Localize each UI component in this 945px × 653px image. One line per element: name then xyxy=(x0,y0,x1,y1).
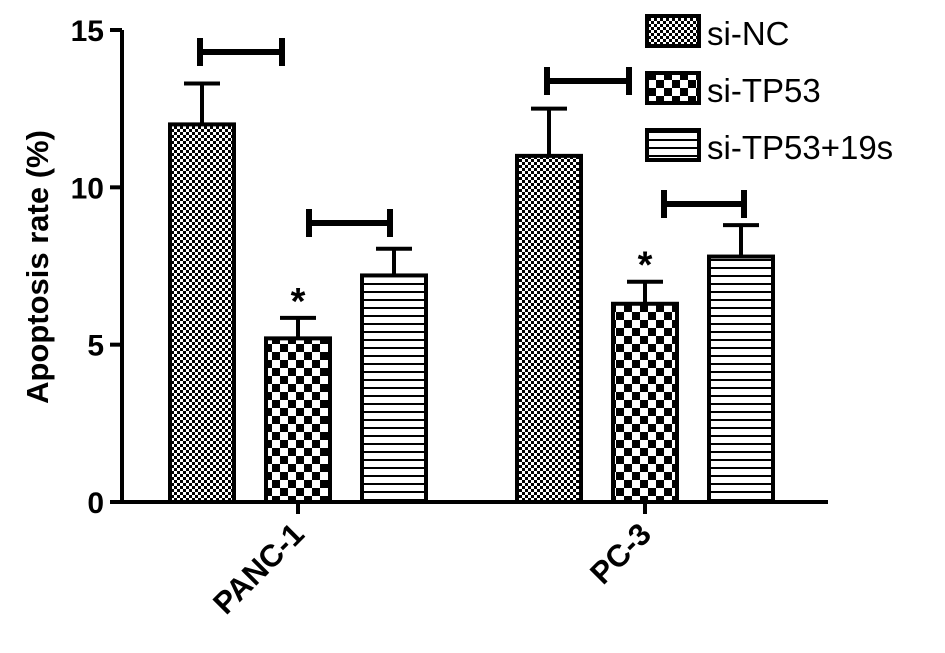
y-tick-label: 15 xyxy=(71,15,104,48)
legend-label: si-NC xyxy=(707,15,789,52)
legend-swatch xyxy=(645,128,701,162)
y-axis-label: Apoptosis rate (%) xyxy=(20,130,55,404)
bar xyxy=(611,301,679,505)
legend-swatch xyxy=(645,71,701,105)
x-tick-label: PC-3 xyxy=(583,516,658,591)
y-tick-label: 0 xyxy=(87,487,104,520)
x-tick-label: PANC-1 xyxy=(206,516,311,621)
legend-swatch xyxy=(645,14,701,48)
bar xyxy=(707,254,775,504)
bar xyxy=(360,273,428,504)
bar xyxy=(264,336,332,504)
y-tick-label: 5 xyxy=(87,330,104,363)
bar xyxy=(515,153,583,504)
legend-label: si-TP53+19s xyxy=(707,129,893,166)
legend-label: si-TP53 xyxy=(707,72,821,109)
legend: si-NC si-TP53 si-TP53+19s xyxy=(645,14,893,166)
significance-marker: * xyxy=(638,245,653,287)
significance-marker: * xyxy=(291,281,306,323)
y-tick-label: 10 xyxy=(71,172,104,205)
bar xyxy=(168,122,236,505)
